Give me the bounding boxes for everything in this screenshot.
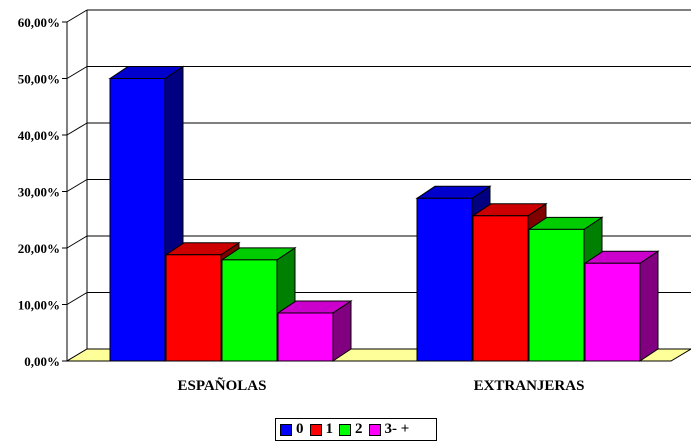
bar-front [584,262,641,362]
y-tick-label: 30,00% [18,185,60,200]
gridline-side [66,235,88,249]
gridline-side [66,122,88,136]
bar-side [639,250,659,362]
legend-swatch [280,423,292,436]
bars [108,65,660,362]
bar [276,300,353,362]
gridline-side [66,179,88,192]
y-tick-label: 20,00% [18,241,60,256]
y-tick-label: 10,00% [18,298,60,313]
bar-front [165,254,222,362]
legend-item: 2 [339,421,363,438]
bar-front [472,215,529,362]
legend-label: 2 [355,421,363,437]
gridline-side [66,66,88,79]
legend: 0 1 2 3- + [275,418,437,441]
legend-swatch [339,423,351,436]
y-tick-label: 40,00% [18,128,60,143]
gridline-side [66,292,88,305]
legend-item: 3- + [368,421,410,438]
axes [62,21,68,362]
bar-front [109,78,166,362]
x-category-label: EXTRANJERAS [474,378,585,394]
legend-item: 0 [280,421,304,438]
legend-item: 1 [309,421,334,438]
bar [583,250,660,362]
legend-label: 0 [296,421,304,437]
y-tick-label: 60,00% [18,15,60,30]
bar-front [277,312,334,362]
y-tick-label: 0,00% [24,354,60,369]
gridline-side [66,9,88,23]
x-category-labels: ESPAÑOLAS EXTRANJERAS [178,376,585,394]
y-tick-labels: 0,00% 10,00% 20,00% 30,00% 40,00% 50,00% 60,00… [18,15,60,369]
bar-front [528,228,585,362]
legend-label: 3- + [384,421,410,437]
legend-swatch [309,423,322,436]
legend-swatch [368,423,381,436]
y-tick-label: 50,00% [18,72,60,87]
bar-front [416,197,473,362]
x-category-label: ESPAÑOLAS [178,376,267,394]
bar-front [221,259,278,362]
legend-label: 1 [325,421,334,437]
